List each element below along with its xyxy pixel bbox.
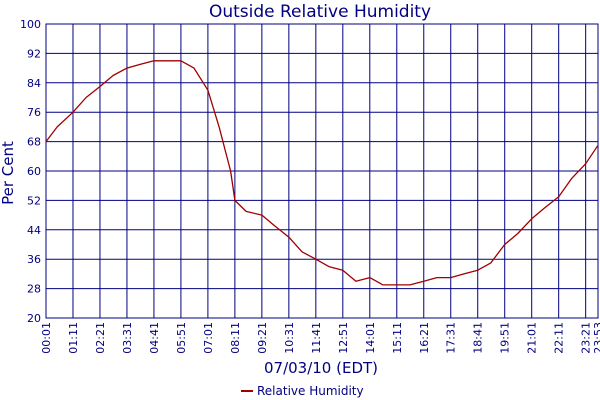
legend: Relative Humidity	[241, 384, 364, 398]
y-tick-labels: 20 28 36 44 52 60 68 76 84 92 100	[20, 18, 41, 325]
x-tick-label: 04:41	[148, 322, 161, 354]
y-axis-label: Per Cent	[0, 141, 17, 205]
x-tick-label: 07:01	[202, 322, 215, 354]
x-tick-label: 09:21	[256, 322, 269, 354]
x-tick-label: 15:11	[391, 322, 404, 354]
y-tick-label: 36	[27, 253, 41, 266]
x-tick-label: 21:01	[526, 322, 539, 354]
x-tick-label: 14:01	[364, 322, 377, 354]
x-tick-label: 17:31	[445, 322, 458, 354]
x-tick-label: 08:11	[229, 322, 242, 354]
x-tick-labels: 00:01 01:11 02:21 03:31 04:41 05:51 07:01 08:11…	[40, 322, 600, 354]
x-tick-label: 05:51	[175, 322, 188, 354]
y-tick-label: 68	[27, 136, 41, 149]
x-tick-label: 23:53	[592, 322, 600, 354]
series-layer	[45, 60, 599, 286]
x-tick-label: 00:01	[40, 322, 53, 354]
x-tick-label: 22:11	[553, 322, 566, 354]
chart-title: Outside Relative Humidity	[209, 2, 431, 22]
y-tick-label: 100	[20, 18, 41, 31]
grid	[45, 23, 599, 319]
x-tick-label: 11:41	[310, 322, 323, 354]
x-axis-label: 07/03/10 (EDT)	[264, 359, 378, 377]
x-tick-label: 10:31	[283, 322, 296, 354]
y-tick-label: 20	[27, 312, 41, 325]
y-tick-label: 44	[27, 224, 41, 237]
series-line-relative-humidity	[45, 60, 599, 286]
x-tick-label: 19:51	[499, 322, 512, 354]
y-tick-label: 84	[27, 77, 41, 90]
x-tick-label: 12:51	[337, 322, 350, 354]
y-tick-label: 60	[27, 165, 41, 178]
y-tick-label: 76	[27, 106, 41, 119]
x-tick-label: 16:21	[418, 322, 431, 354]
x-tick-label: 03:31	[121, 322, 134, 354]
legend-label: Relative Humidity	[257, 384, 364, 398]
y-tick-label: 92	[27, 47, 41, 60]
x-tick-label: 02:21	[94, 322, 107, 354]
y-tick-label: 28	[27, 283, 41, 296]
x-tick-label: 23:21	[580, 322, 593, 354]
y-tick-label: 52	[27, 194, 41, 207]
x-tick-label: 01:11	[67, 322, 80, 354]
x-tick-label: 18:41	[472, 322, 485, 354]
